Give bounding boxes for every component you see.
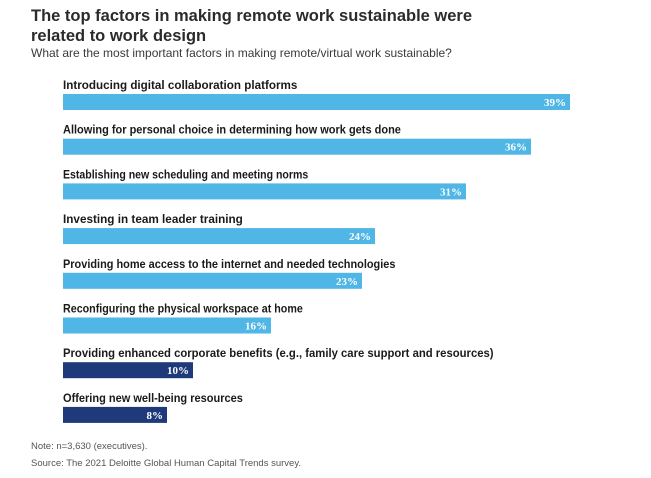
bar-7 xyxy=(63,362,193,379)
bar-1 xyxy=(63,94,570,110)
bar-4 xyxy=(63,228,375,245)
value-label-5: 23% xyxy=(336,276,358,288)
value-label-8: 8% xyxy=(147,410,164,422)
value-label-6: 16% xyxy=(245,321,267,333)
category-label-5: Providing home access to the internet an… xyxy=(63,257,396,271)
chart-title: The top factors in making remote work su… xyxy=(31,7,473,45)
bar-5 xyxy=(63,272,362,289)
category-label-1: Introducing digital collaboration platfo… xyxy=(63,78,298,92)
value-label-3: 31% xyxy=(440,186,462,198)
category-label-7: Providing enhanced corporate benefits (e… xyxy=(63,346,494,360)
bar-8 xyxy=(63,406,167,423)
chart-subtitle: What are the most important factors in m… xyxy=(31,46,452,60)
value-label-1: 39% xyxy=(544,97,566,109)
value-label-7: 10% xyxy=(167,365,189,377)
bar-3 xyxy=(63,183,466,200)
category-label-6: Reconfiguring the physical workspace at … xyxy=(63,302,303,316)
category-label-2: Allowing for personal choice in determin… xyxy=(63,123,401,137)
value-label-2: 36% xyxy=(505,142,527,154)
bar-6 xyxy=(63,317,271,334)
category-label-3: Establishing new scheduling and meeting … xyxy=(63,167,309,181)
bar-chart: Introducing digital collaboration platfo… xyxy=(63,78,570,423)
category-label-4: Investing in team leader training xyxy=(63,212,243,226)
chart-note: Note: n=3,630 (executives). xyxy=(31,441,148,452)
bar-2 xyxy=(63,138,531,155)
category-label-8: Offering new well-being resources xyxy=(63,391,243,405)
chart-source: Source: The 2021 Deloitte Global Human C… xyxy=(31,458,302,469)
value-label-4: 24% xyxy=(349,231,371,243)
